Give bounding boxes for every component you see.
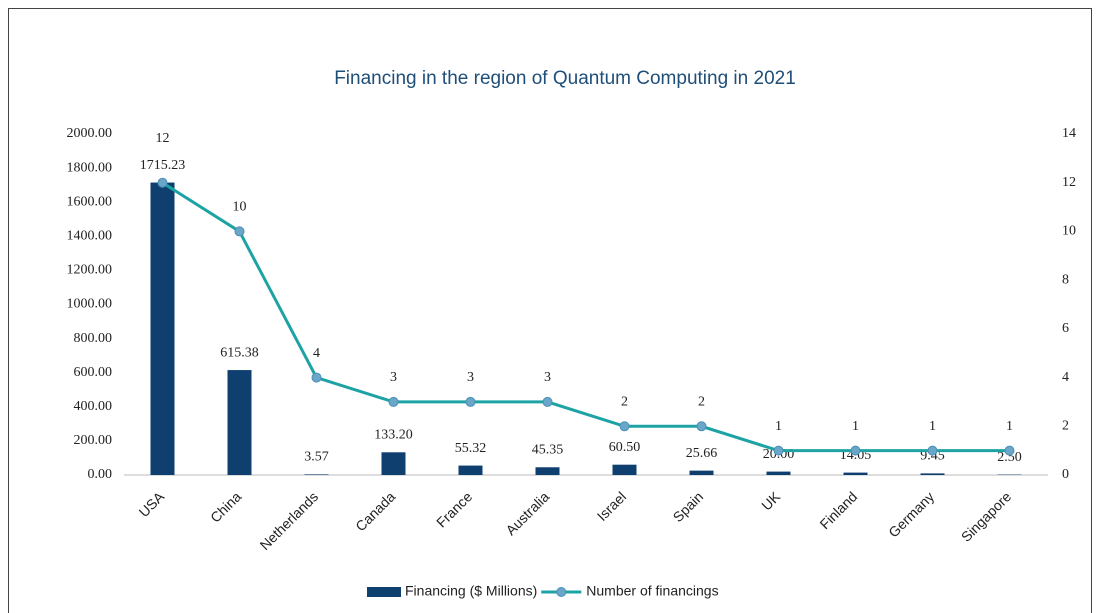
line bbox=[161, 181, 1010, 453]
x-tick-label: Singapore bbox=[958, 488, 1015, 545]
y-tick-label: 1600.00 bbox=[67, 194, 113, 209]
data-label: 3 bbox=[544, 370, 551, 385]
y2-tick-label: 6 bbox=[1062, 321, 1069, 336]
data-label: 25.66 bbox=[686, 446, 718, 461]
y2-tick-label: 12 bbox=[1062, 175, 1076, 190]
x-tick-label: Finland bbox=[816, 488, 860, 532]
data-label: 615.38 bbox=[220, 345, 259, 360]
x-tick-label: UK bbox=[758, 488, 784, 514]
frame bbox=[8, 8, 1092, 613]
data-label: 60.50 bbox=[609, 440, 641, 455]
data-label: 133.20 bbox=[374, 428, 413, 443]
bar bbox=[381, 452, 406, 475]
data-label: 3.57 bbox=[304, 450, 329, 465]
marker bbox=[1004, 445, 1015, 456]
bar bbox=[227, 370, 252, 475]
data-label: 3 bbox=[467, 370, 474, 385]
data-label: 1 bbox=[1006, 419, 1013, 434]
y-tick-label: 0.00 bbox=[88, 467, 113, 482]
legend-label: Number of financings bbox=[586, 583, 718, 599]
y-tick-label: 1000.00 bbox=[67, 297, 113, 312]
y2-tick-label: 2 bbox=[1062, 419, 1069, 434]
data-label: 1 bbox=[775, 419, 782, 434]
y-tick-label: 2000.00 bbox=[67, 126, 113, 141]
y-tick-label: 1400.00 bbox=[67, 229, 113, 244]
x-tick-label: Germany bbox=[885, 488, 937, 540]
bar bbox=[766, 471, 791, 475]
bar bbox=[458, 465, 483, 475]
bar bbox=[612, 464, 637, 475]
y-tick-label: 400.00 bbox=[74, 399, 113, 414]
data-label: 45.35 bbox=[532, 442, 564, 457]
data-label: 10 bbox=[233, 200, 247, 215]
data-label: 1715.23 bbox=[140, 158, 186, 173]
bar bbox=[304, 474, 329, 475]
bar bbox=[689, 470, 714, 475]
x-tick-label: China bbox=[207, 488, 244, 525]
x-tick-label: Netherlands bbox=[257, 488, 322, 553]
legend-swatch bbox=[556, 587, 567, 597]
x-tick-label: Australia bbox=[502, 488, 552, 538]
x-tick-label: Spain bbox=[670, 488, 707, 525]
y2-tick-label: 8 bbox=[1062, 272, 1069, 287]
y2-tick-label: 4 bbox=[1062, 370, 1069, 385]
legend-swatch bbox=[367, 587, 401, 597]
data-label: 2.50 bbox=[997, 450, 1022, 465]
marker bbox=[696, 421, 707, 432]
marker bbox=[850, 445, 861, 456]
x-tick-label: Canada bbox=[352, 488, 398, 534]
y2-tick-label: 10 bbox=[1062, 224, 1076, 239]
marker bbox=[773, 445, 784, 456]
bar bbox=[150, 182, 175, 475]
y-tick-label: 1200.00 bbox=[67, 263, 113, 278]
data-label: 2 bbox=[621, 395, 628, 410]
marker bbox=[234, 226, 245, 237]
marker bbox=[927, 445, 938, 456]
x-tick-label: USA bbox=[136, 488, 168, 520]
y2-tick-label: 0 bbox=[1062, 467, 1069, 482]
data-label: 3 bbox=[390, 370, 397, 385]
data-label: 2 bbox=[698, 395, 705, 410]
y-tick-label: 200.00 bbox=[74, 433, 113, 448]
data-label: 12 bbox=[156, 131, 170, 146]
y-tick-label: 800.00 bbox=[74, 331, 113, 346]
chart-title: Financing in the region of Quantum Compu… bbox=[334, 68, 796, 89]
bar bbox=[843, 472, 868, 475]
marker bbox=[619, 421, 630, 432]
data-label: 1 bbox=[852, 419, 859, 434]
legend-label: Financing ($ Millions) bbox=[405, 583, 537, 599]
y-tick-label: 600.00 bbox=[74, 365, 113, 380]
bar bbox=[535, 467, 560, 475]
y2-tick-label: 14 bbox=[1062, 126, 1076, 141]
marker bbox=[465, 396, 476, 407]
marker bbox=[311, 372, 322, 383]
x-tick-label: Israel bbox=[594, 488, 630, 524]
y-tick-label: 1800.00 bbox=[67, 160, 113, 175]
marker bbox=[388, 396, 399, 407]
data-label: 55.32 bbox=[455, 441, 487, 456]
data-label: 4 bbox=[313, 346, 320, 361]
marker bbox=[157, 177, 168, 188]
x-tick-label: France bbox=[433, 488, 475, 530]
data-label: 1 bbox=[929, 419, 936, 434]
data-label: 9.45 bbox=[920, 449, 945, 464]
marker bbox=[542, 396, 553, 407]
bar bbox=[920, 473, 945, 475]
